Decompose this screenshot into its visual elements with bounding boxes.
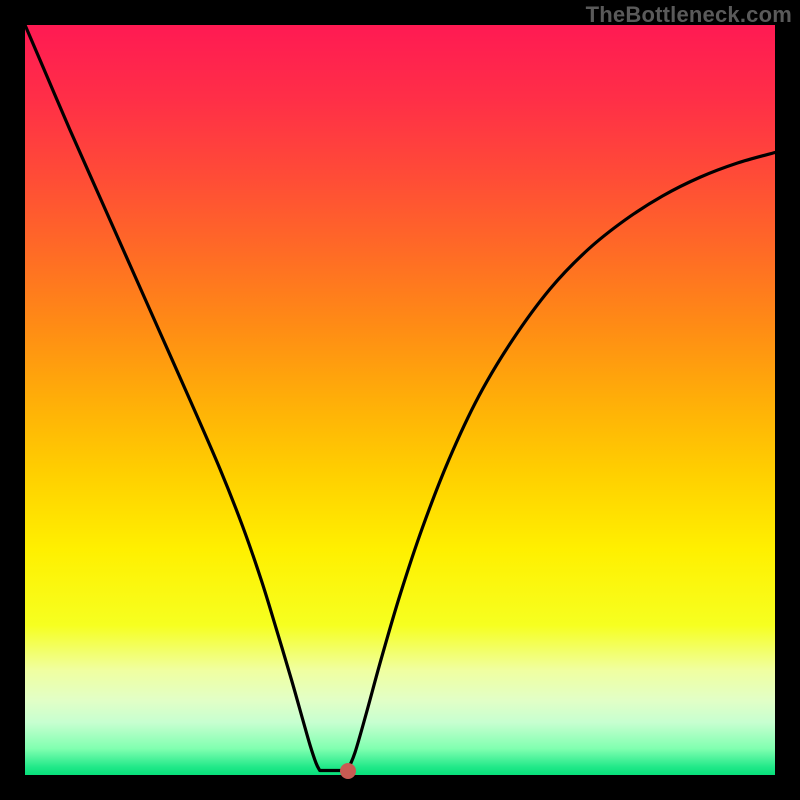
curve-svg-layer	[25, 25, 775, 775]
v-curve-path	[25, 25, 775, 771]
plot-area	[25, 25, 775, 775]
chart-frame: TheBottleneck.com	[0, 0, 800, 800]
minimum-marker	[340, 763, 356, 779]
